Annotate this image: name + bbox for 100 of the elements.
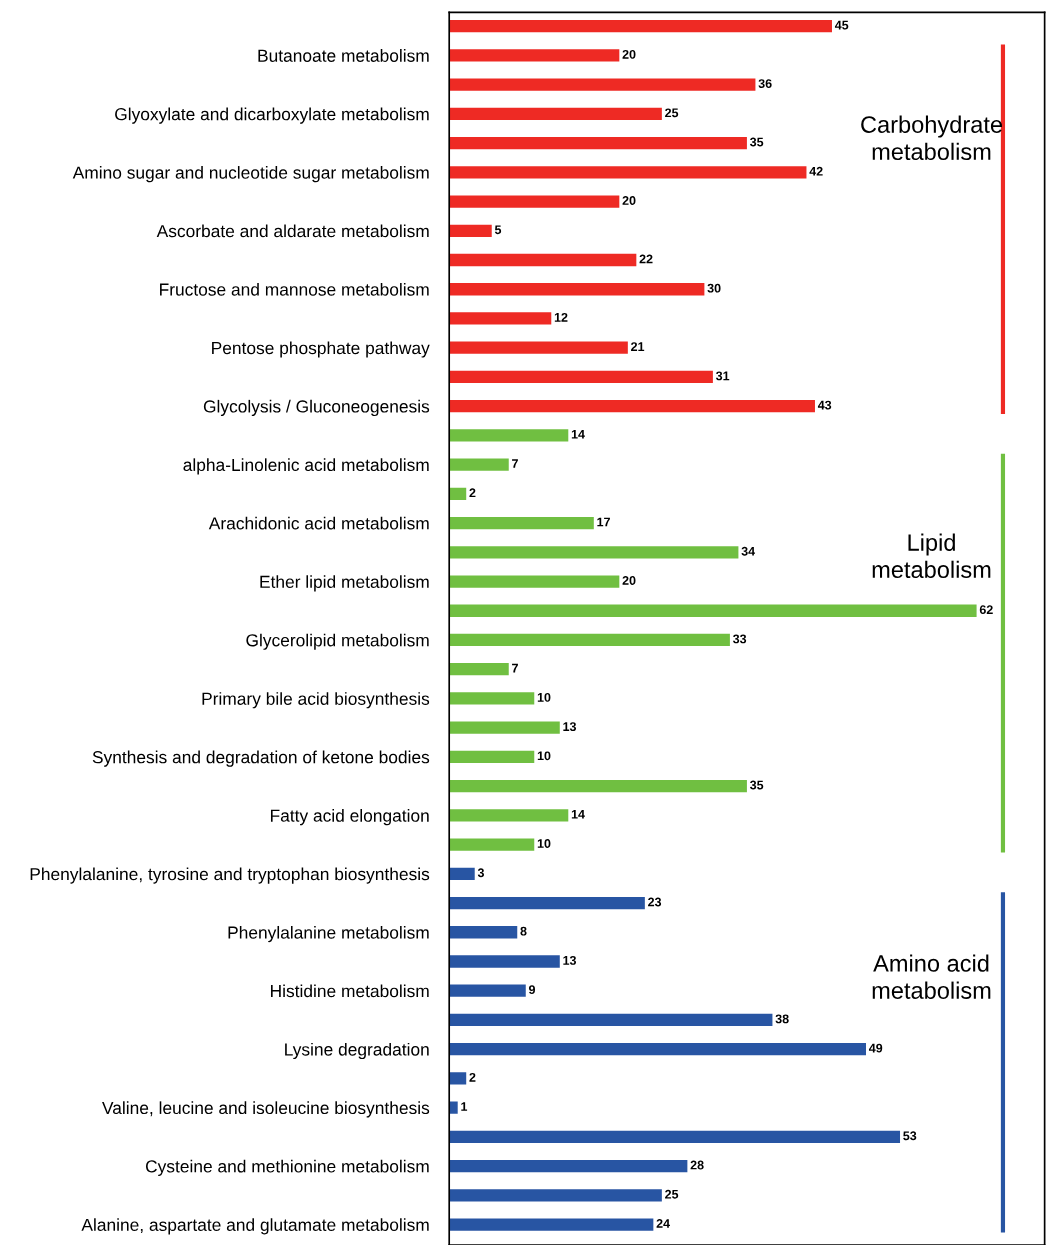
- y-tick-label: Glycerolipid metabolism: [246, 633, 429, 650]
- bar: [449, 516, 594, 530]
- data-label: 25: [665, 1189, 679, 1199]
- bar: [449, 575, 620, 588]
- data-label: 36: [758, 79, 772, 89]
- y-tick-label: Histidine metabolism: [271, 984, 429, 998]
- data-label: 1: [461, 1102, 468, 1111]
- bar: [449, 604, 977, 617]
- bar: [449, 429, 569, 442]
- data-label: 53: [903, 1131, 917, 1141]
- bar: [449, 341, 628, 354]
- data-label: 28: [690, 1160, 704, 1170]
- y-tick-label: Cysteine and methionine metabolism: [145, 1159, 429, 1176]
- data-label: 7: [512, 663, 518, 673]
- bar: [449, 1189, 662, 1202]
- y-tick-label: Butanoate metabolism: [258, 49, 429, 62]
- data-label: 30: [707, 283, 721, 293]
- y-tick-label: Fatty acid elongation: [270, 809, 429, 826]
- annotation: Lipid metabolism: [872, 533, 991, 579]
- data-label: 10: [537, 839, 551, 848]
- data-label: 33: [732, 634, 747, 644]
- y-tick-label: Glycolysis / Gluconeogenesis: [203, 399, 430, 417]
- bar: [449, 779, 747, 793]
- data-label: 2: [469, 488, 476, 498]
- bar: [449, 1101, 458, 1114]
- data-label: 22: [639, 254, 653, 264]
- y-tick-label: Primary bile acid biosynthesis: [202, 692, 430, 709]
- bar: [449, 926, 518, 939]
- bar: [449, 955, 560, 968]
- bar: [449, 1013, 773, 1027]
- y-tick-label: Valine, leucine and isoleucine biosynthesis: [102, 1101, 430, 1118]
- data-label: 17: [597, 517, 610, 527]
- bar: [449, 1159, 688, 1173]
- bar: [449, 487, 467, 500]
- bar: [449, 20, 832, 33]
- y-tick-label: Phenylalanine, tyrosine and tryptophan biosynthesis: [30, 867, 430, 884]
- bar: [449, 721, 560, 734]
- y-tick-label: Ascorbate and aldarate metabolism: [156, 224, 429, 238]
- data-label: 49: [868, 1043, 883, 1053]
- y-tick-label: Glyoxylate and dicarboxylate metabolism: [115, 107, 429, 124]
- y-tick-label: Pentose phosphate pathway: [212, 341, 430, 358]
- bar: [449, 1072, 467, 1085]
- bar: [449, 750, 535, 764]
- data-label: 8: [520, 926, 527, 936]
- data-label: 2: [469, 1072, 476, 1082]
- bar: [449, 283, 705, 296]
- data-label: 62: [979, 605, 993, 615]
- data-label: 24: [656, 1219, 670, 1228]
- data-label: 20: [622, 196, 636, 205]
- data-label: 21: [631, 342, 645, 351]
- bar: [449, 49, 620, 62]
- bar: [449, 253, 637, 267]
- data-label: 35: [749, 780, 764, 790]
- y-tick-label: Phenylalanine metabolism: [228, 925, 429, 943]
- bar: [449, 546, 739, 559]
- bar: [449, 458, 509, 471]
- bar: [449, 107, 662, 121]
- bar: [449, 809, 569, 822]
- data-label: 13: [563, 955, 577, 965]
- bar: [449, 166, 807, 179]
- data-label: 9: [528, 985, 536, 995]
- y-tick-label: alpha-Linolenic acid metabolism: [183, 458, 429, 475]
- data-label: 45: [834, 20, 849, 30]
- data-label: 20: [622, 576, 636, 585]
- y-tick-label: Ether lipid metabolism: [260, 575, 429, 592]
- data-label: 10: [537, 751, 551, 761]
- data-label: 14: [571, 430, 585, 439]
- data-label: 23: [648, 897, 662, 907]
- data-label: 31: [715, 371, 730, 381]
- data-label: 20: [622, 49, 636, 59]
- y-tick-label: Fructose and mannose metabolism: [160, 282, 429, 296]
- bar: [449, 136, 747, 150]
- y-tick-label: Lysine degradation: [285, 1042, 429, 1060]
- bar: [449, 896, 645, 910]
- data-label: 42: [809, 166, 823, 176]
- bar: [449, 1043, 867, 1056]
- bar: [449, 838, 535, 851]
- data-label: 35: [749, 137, 764, 147]
- bar: [449, 1130, 901, 1143]
- bar: [449, 195, 620, 208]
- y-tick-label: Synthesis and degradation of ketone bodies: [92, 750, 430, 767]
- data-label: 12: [554, 312, 568, 322]
- data-label: 14: [571, 809, 585, 819]
- data-label: 7: [512, 459, 518, 468]
- bar: [449, 370, 713, 384]
- y-tick-label: Alanine, aspartate and glutamate metabolism: [81, 1218, 429, 1235]
- bar: [449, 867, 475, 880]
- bar: [449, 1218, 654, 1231]
- data-label: 13: [563, 722, 577, 732]
- data-label: 38: [775, 1014, 789, 1024]
- data-label: 25: [665, 108, 679, 118]
- bar: [449, 633, 730, 647]
- data-label: 10: [537, 692, 551, 702]
- bar: [449, 78, 756, 91]
- bar: [449, 692, 535, 705]
- data-label: 43: [817, 400, 832, 410]
- bar: [449, 224, 492, 237]
- data-label: 34: [741, 546, 756, 556]
- bar: [449, 663, 509, 676]
- y-tick-label: Arachidonic acid metabolism: [208, 516, 429, 530]
